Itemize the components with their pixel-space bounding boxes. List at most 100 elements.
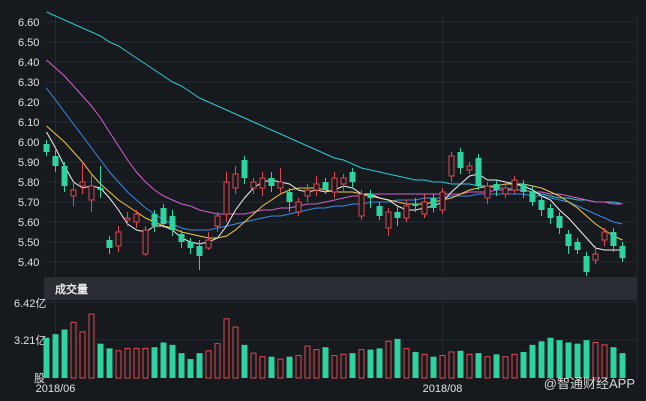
candle-body bbox=[331, 177, 338, 193]
price-tick-label: 6.00 bbox=[18, 137, 39, 149]
volume-bar bbox=[547, 337, 554, 378]
price-tick-label: 5.80 bbox=[18, 177, 39, 189]
candle-body bbox=[574, 242, 581, 250]
candle bbox=[88, 174, 95, 212]
volume-bar bbox=[475, 353, 482, 378]
volume-tick-label: 6.42亿 bbox=[14, 297, 46, 310]
candle bbox=[196, 240, 203, 270]
volume-bar bbox=[349, 353, 356, 378]
price-tick-label: 5.70 bbox=[18, 197, 39, 209]
candle bbox=[70, 182, 77, 206]
candle-body bbox=[376, 206, 383, 216]
volume-bar bbox=[322, 347, 329, 378]
candle bbox=[538, 196, 545, 216]
candle-body bbox=[430, 198, 437, 208]
candle bbox=[223, 172, 230, 222]
volume-bar bbox=[529, 344, 536, 378]
candle bbox=[592, 246, 599, 264]
volume-bar bbox=[268, 356, 275, 378]
price-tick-label: 6.30 bbox=[18, 77, 39, 89]
volume-bar bbox=[133, 347, 140, 379]
price-tick-label: 6.50 bbox=[18, 37, 39, 49]
candle-body bbox=[466, 165, 473, 171]
volume-bar bbox=[196, 353, 203, 378]
candle bbox=[448, 152, 455, 182]
candle-body bbox=[124, 217, 131, 221]
volume-bar bbox=[70, 321, 77, 379]
candle-body bbox=[61, 166, 68, 186]
candle bbox=[601, 228, 608, 246]
candle bbox=[61, 162, 68, 192]
candle bbox=[133, 210, 140, 228]
candle-body bbox=[88, 185, 95, 201]
volume-bar bbox=[493, 354, 500, 378]
volume-bar bbox=[205, 350, 212, 379]
candle bbox=[475, 154, 482, 190]
volume-bar bbox=[466, 353, 473, 379]
price-tick-label: 5.40 bbox=[18, 257, 39, 269]
candle-body bbox=[232, 173, 239, 189]
candle-body bbox=[115, 231, 122, 247]
candle-body bbox=[367, 194, 374, 198]
candle bbox=[340, 174, 347, 192]
candle bbox=[421, 194, 428, 218]
candle bbox=[511, 176, 518, 194]
volume-bar bbox=[286, 356, 293, 378]
candle-body bbox=[268, 178, 275, 186]
candle-body bbox=[259, 177, 266, 189]
candle-body bbox=[169, 216, 176, 230]
volume-bar bbox=[97, 343, 104, 378]
candle-body bbox=[448, 155, 455, 177]
volume-bar bbox=[574, 343, 581, 378]
candle bbox=[367, 190, 374, 208]
volume-bar bbox=[160, 342, 167, 378]
candle-body bbox=[97, 188, 104, 190]
candle-body bbox=[214, 215, 221, 227]
candle bbox=[277, 168, 284, 194]
candle bbox=[97, 166, 104, 198]
candle-body bbox=[538, 200, 545, 210]
volume-bar bbox=[178, 353, 185, 378]
candle bbox=[529, 186, 536, 206]
candle bbox=[286, 188, 293, 212]
candle-body bbox=[160, 208, 167, 224]
volume-bar bbox=[610, 347, 617, 378]
date-label: 2018/06 bbox=[36, 383, 76, 395]
candle-body bbox=[223, 181, 230, 215]
candle-body bbox=[241, 160, 248, 178]
candle bbox=[403, 200, 410, 222]
candle-body bbox=[439, 191, 446, 211]
candle bbox=[556, 212, 563, 234]
candlestick-series bbox=[43, 140, 626, 276]
volume-bar bbox=[241, 344, 248, 378]
candle bbox=[376, 202, 383, 220]
candle bbox=[160, 204, 167, 228]
candle-body bbox=[520, 184, 527, 192]
candle-body bbox=[529, 192, 536, 202]
volume-bar bbox=[277, 358, 284, 379]
candle bbox=[610, 228, 617, 252]
volume-bar bbox=[565, 342, 572, 378]
candle-body bbox=[511, 179, 518, 191]
candle-body bbox=[43, 144, 50, 152]
candle bbox=[439, 188, 446, 214]
volume-bar bbox=[304, 345, 311, 379]
candle-body bbox=[250, 181, 257, 189]
candle bbox=[52, 150, 59, 172]
candle-body bbox=[142, 229, 149, 255]
candle bbox=[259, 172, 266, 196]
candle bbox=[349, 168, 356, 188]
volume-tick-label: 3.21亿 bbox=[14, 334, 46, 347]
volume-bar bbox=[214, 343, 221, 379]
candle bbox=[520, 180, 527, 198]
price-tick-label: 5.60 bbox=[18, 217, 39, 229]
candle-body bbox=[79, 181, 86, 187]
ma30-line bbox=[46, 87, 623, 231]
volume-bar bbox=[592, 341, 599, 379]
volume-bar bbox=[385, 340, 392, 379]
price-tick-label: 6.20 bbox=[18, 97, 39, 109]
candle bbox=[394, 206, 401, 226]
candle bbox=[412, 198, 419, 212]
